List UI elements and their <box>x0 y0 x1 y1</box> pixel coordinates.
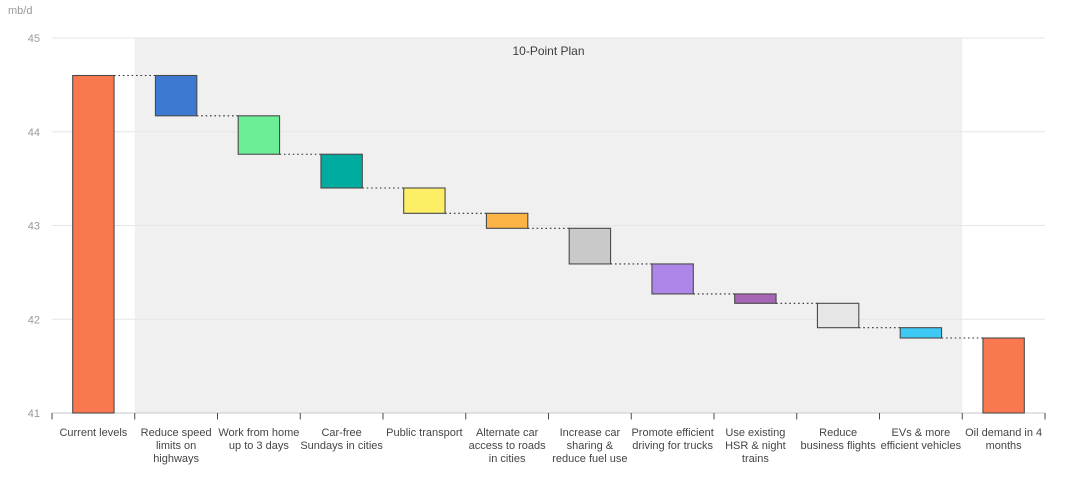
x-axis-label: Promote efficient driving for trucks <box>631 427 714 452</box>
x-axis-label: EVs & more efficient vehicles <box>880 427 962 452</box>
waterfall-bar-7 <box>568 227 612 265</box>
x-axis-label: Car-free Sundays in cities <box>300 427 383 452</box>
waterfall-bar-3 <box>237 115 281 155</box>
y-tick-label: 45 <box>28 33 40 45</box>
waterfall-bar-1 <box>72 74 115 414</box>
x-axis-label: Increase car sharing & reduce fuel use <box>552 427 628 465</box>
waterfall-bar-9 <box>734 293 777 304</box>
waterfall-bar-10 <box>816 302 860 329</box>
x-axis-label: Reduce speed limits on highways <box>140 427 212 465</box>
y-tick-label: 43 <box>28 221 40 233</box>
waterfall-bar-12 <box>982 337 1025 414</box>
x-axis-label: Public transport <box>386 427 463 439</box>
x-axis-label: Use existing HSR & night trains <box>725 427 786 465</box>
x-axis-labels: Current levels Reduce speed limits on hig… <box>0 427 1068 495</box>
y-axis-unit-label: mb/d <box>8 5 33 17</box>
waterfall-bar-2 <box>154 74 198 117</box>
x-axis-label: Oil demand in 4 months <box>965 427 1043 452</box>
waterfall-bar-11 <box>899 327 943 339</box>
x-axis-label: Current levels <box>59 427 128 439</box>
waterfall-bar-6 <box>485 212 529 229</box>
y-tick-label: 41 <box>28 408 40 420</box>
x-axis-label: Alternate car access to roads in cities <box>468 427 546 465</box>
waterfall-bar-4 <box>320 153 363 189</box>
y-tick-label: 42 <box>28 314 40 326</box>
y-tick-label: 44 <box>28 127 40 139</box>
x-axis-label: Work from home up to 3 days <box>218 427 300 452</box>
x-axis-label: Reduce business flights <box>800 427 876 452</box>
waterfall-bar-5 <box>403 187 446 214</box>
waterfall-bar-8 <box>651 263 694 295</box>
